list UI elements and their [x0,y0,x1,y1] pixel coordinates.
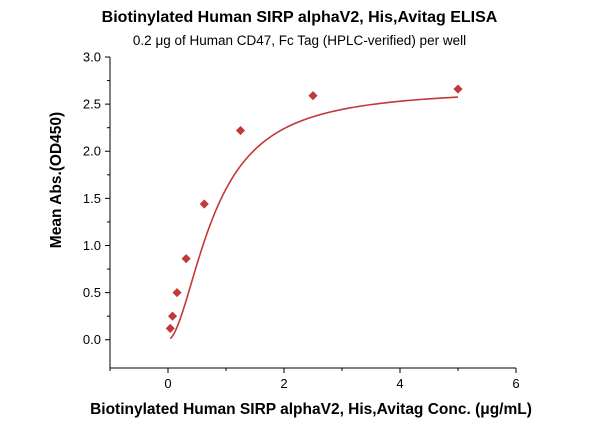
data-point [235,125,246,136]
data-point [167,311,178,321]
data-point [165,323,175,333]
x-tick-label: 6 [512,376,519,391]
x-axis-label: Biotinylated Human SIRP alphaV2, His,Avi… [90,401,532,418]
chart-subtitle: 0.2 μg of Human CD47, Fc Tag (HPLC-verif… [132,33,467,48]
y-tick-label: 0.0 [83,332,101,347]
y-tick-label: 1.0 [83,238,101,253]
fit-curve [169,96,459,340]
x-tick-label: 2 [280,376,287,391]
y-tick-label: 3.0 [83,50,101,65]
x-tick-label: 4 [396,376,403,391]
data-points [165,84,463,333]
data-point [308,91,318,101]
axis-ticks: 0.0 0.5 1.0 1.5 2.0 2.5 3.0 0 2 4 6 [83,50,520,392]
y-axis-label: Mean Abs.(OD450) [48,112,65,248]
y-tick-label: 1.5 [83,191,101,206]
y-tick-label: 0.5 [83,285,101,300]
data-point [453,84,463,94]
data-point [181,254,191,264]
chart-title: Biotinylated Human SIRP alphaV2, His,Avi… [101,9,498,26]
data-point [172,288,182,298]
plot-axes [109,57,516,369]
x-tick-label: 0 [164,376,171,391]
y-tick-label: 2.5 [83,97,101,112]
data-point [199,199,209,209]
y-tick-label: 2.0 [83,144,101,159]
